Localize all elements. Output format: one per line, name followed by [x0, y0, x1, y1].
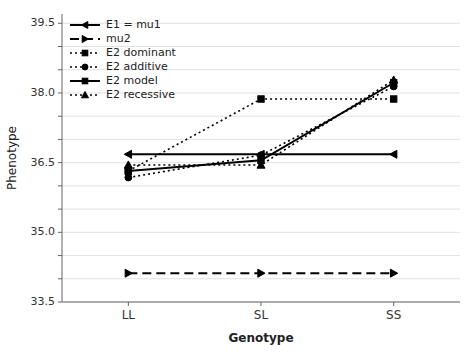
series [125, 269, 398, 277]
y-tick [58, 69, 62, 70]
legend-marker [82, 78, 88, 84]
grid-line [62, 139, 460, 140]
series-line [128, 99, 393, 171]
series [125, 96, 397, 174]
grid-line [62, 185, 460, 186]
x-tick-label: SL [254, 308, 269, 322]
y-tick-label: 33.5 [31, 295, 56, 308]
x-tick [261, 302, 262, 306]
y-tick [58, 302, 62, 303]
y-tick [58, 209, 62, 210]
y-tick [58, 46, 62, 47]
y-tick [58, 278, 62, 279]
y-tick-label: 35.0 [31, 225, 56, 238]
y-tick [58, 255, 62, 256]
point [390, 150, 397, 158]
point [124, 161, 132, 168]
grid-line [62, 232, 460, 233]
legend-label: E2 recessive [106, 88, 175, 101]
point [390, 76, 398, 83]
plot-data [124, 76, 397, 277]
y-axis-line [62, 14, 63, 302]
point [124, 150, 131, 158]
legend-label: E2 dominant [106, 46, 177, 59]
axes: 33.5 35.0 36.5 38.0 39.5 LL SL SS [31, 14, 461, 322]
x-tick-label: SS [386, 308, 401, 322]
x-tick-label: LL [122, 308, 136, 322]
y-tick [58, 139, 62, 140]
x-tick [128, 302, 129, 306]
point [125, 174, 132, 181]
point [258, 269, 265, 277]
legend-marker [82, 64, 88, 70]
legend-label: mu2 [106, 32, 131, 45]
y-tick [58, 162, 62, 163]
y-tick [58, 23, 62, 24]
grid [62, 23, 460, 302]
point [125, 168, 131, 174]
y-tick-label: 39.5 [31, 16, 56, 29]
x-tick [393, 302, 394, 306]
grid-line [62, 209, 460, 210]
legend-marker [82, 92, 89, 98]
legend-label: E2 additive [106, 60, 168, 73]
y-axis-label: Phenotype [5, 126, 19, 190]
point [258, 96, 264, 102]
grid-line [62, 255, 460, 256]
chart: 33.5 35.0 36.5 38.0 39.5 LL SL SS Genotype Phenot… [0, 0, 474, 352]
y-tick [58, 185, 62, 186]
legend: E1 = mu1mu2E2 dominantE2 additiveE2 mode… [70, 18, 177, 101]
x-axis-label: Genotype [228, 331, 293, 345]
y-tick-label: 36.5 [31, 156, 56, 169]
y-tick [58, 232, 62, 233]
legend-marker [82, 36, 88, 43]
point [390, 269, 397, 277]
point [390, 96, 396, 102]
grid-line [62, 278, 460, 279]
legend-marker [82, 50, 88, 56]
y-tick [58, 116, 62, 117]
y-tick [58, 92, 62, 93]
legend-label: E2 model [106, 74, 158, 87]
point [125, 168, 131, 174]
legend-marker [82, 22, 88, 29]
y-tick-label: 38.0 [31, 86, 56, 99]
grid-line [62, 116, 460, 117]
point [125, 269, 132, 277]
point [257, 161, 265, 168]
legend-label: E1 = mu1 [106, 18, 161, 31]
